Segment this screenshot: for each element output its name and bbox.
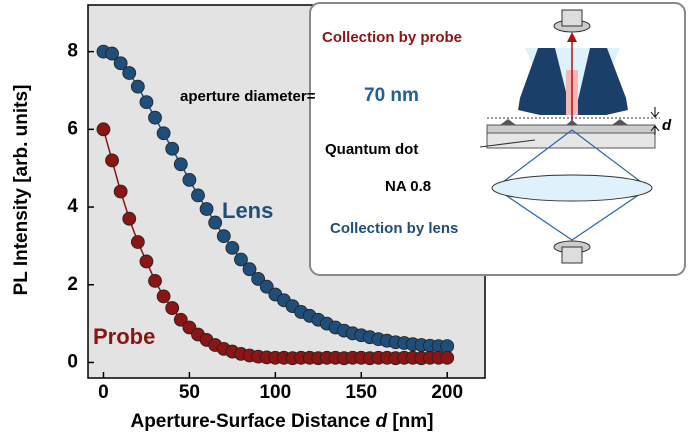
x-tick-label: 100 <box>259 382 291 403</box>
data-point <box>140 96 153 109</box>
sample-layer <box>487 133 655 148</box>
data-point <box>140 255 153 268</box>
data-point <box>441 351 454 364</box>
data-point <box>131 80 144 93</box>
annotation: aperture diameter= <box>180 88 316 105</box>
annotation: Collection by probe <box>322 29 462 46</box>
y-tick-label: 0 <box>67 351 78 372</box>
sample-layer <box>487 125 655 133</box>
data-point <box>174 158 187 171</box>
data-point <box>217 230 230 243</box>
x-axis-label-unit: [nm] <box>392 411 433 432</box>
detector <box>562 10 582 26</box>
x-tick-label: 150 <box>345 382 377 403</box>
data-point <box>131 236 144 249</box>
series-label: Lens <box>222 198 273 223</box>
data-point <box>149 274 162 287</box>
data-point <box>157 127 170 140</box>
x-axis-label-var: d <box>375 411 387 432</box>
data-point <box>123 66 136 79</box>
data-point <box>123 212 136 225</box>
y-axis-label: PL Intensity [arb. units] <box>11 85 32 296</box>
y-tick-label: 4 <box>67 196 78 217</box>
annotation: Collection by lens <box>330 220 458 237</box>
data-point <box>166 302 179 315</box>
data-point <box>226 241 239 254</box>
data-point <box>166 142 179 155</box>
lens <box>492 175 652 201</box>
annotation: d <box>662 117 672 134</box>
chart: 0 2 4 6 8 0 50 100 150 200 PL Intensity [arb. uni… <box>0 0 689 441</box>
y-tick-label: 6 <box>67 118 78 139</box>
annotation: 70 nm <box>364 85 419 106</box>
x-axis-label: Aperture-Surface Distance d [nm] <box>130 411 433 432</box>
y-tick-label: 8 <box>67 41 78 62</box>
data-point <box>200 202 213 215</box>
data-point <box>97 123 110 136</box>
data-point <box>106 154 119 167</box>
data-point <box>149 111 162 124</box>
detector <box>562 247 582 263</box>
annotation: Quantum dot <box>325 141 418 158</box>
x-tick-label: 50 <box>179 382 200 403</box>
x-tick-label: 200 <box>431 382 463 403</box>
data-point <box>441 340 454 353</box>
data-point <box>114 185 127 198</box>
x-axis-label-text: Aperture-Surface Distance <box>130 411 370 432</box>
y-tick-label: 2 <box>67 274 78 295</box>
data-point <box>209 216 222 229</box>
annotation: NA 0.8 <box>385 178 431 195</box>
x-tick-label: 0 <box>98 382 109 403</box>
data-point <box>191 189 204 202</box>
data-point <box>183 173 196 186</box>
series-label: Probe <box>93 324 155 349</box>
data-point <box>157 290 170 303</box>
